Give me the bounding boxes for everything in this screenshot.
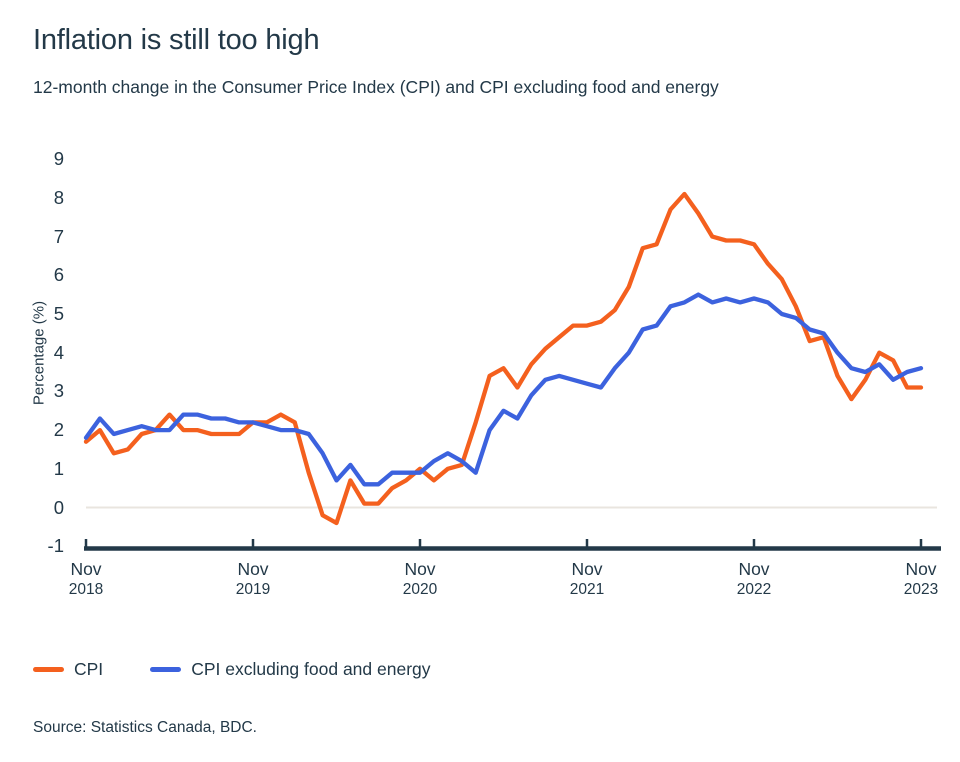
y-axis-tick-label: 1 xyxy=(53,457,64,479)
x-axis-tick-label: Nov 2019 xyxy=(211,558,295,599)
y-axis-tick-label: 7 xyxy=(53,225,64,247)
x-axis-tick-label: Nov 2023 xyxy=(879,558,960,599)
y-axis-tick-label: 2 xyxy=(53,419,64,441)
x-tick-year: 2022 xyxy=(736,581,772,598)
x-tick-year: 2023 xyxy=(903,581,939,598)
y-axis-tick-label: -1 xyxy=(47,535,64,557)
legend-label: CPI excluding food and energy xyxy=(191,659,431,679)
x-tick-month: Nov xyxy=(571,559,603,579)
y-axis-tick-label: 9 xyxy=(53,148,64,170)
x-axis-tick-label: Nov 2021 xyxy=(545,558,629,599)
x-tick-year: 2020 xyxy=(402,581,438,598)
y-axis-tick-label: 3 xyxy=(53,380,64,402)
x-axis-tick-label: Nov 2018 xyxy=(44,558,128,599)
x-tick-year: 2018 xyxy=(68,581,104,598)
x-tick-year: 2019 xyxy=(235,581,271,598)
core-cpi-line xyxy=(83,292,924,487)
legend: CPI CPI excluding food and energy xyxy=(33,659,431,680)
legend-item: CPI xyxy=(33,659,103,680)
legend-swatch xyxy=(150,666,182,673)
x-tick-month: Nov xyxy=(905,559,937,579)
x-tick-month: Nov xyxy=(738,559,770,579)
legend-swatch xyxy=(33,666,64,673)
legend-item: CPI excluding food and energy xyxy=(150,659,431,680)
y-axis-tick-label: 8 xyxy=(53,186,64,208)
y-axis-tick-label: 4 xyxy=(53,341,64,363)
x-axis-tick-label: Nov 2022 xyxy=(712,558,796,599)
legend-label: CPI xyxy=(74,659,104,679)
x-tick-month: Nov xyxy=(70,559,102,579)
y-axis-tick-label: 6 xyxy=(53,264,64,286)
x-tick-month: Nov xyxy=(404,559,436,579)
chart-subtitle: 12-month change in the Consumer Price In… xyxy=(33,77,719,97)
x-tick-year: 2021 xyxy=(569,581,605,598)
y-axis-tick-label: 5 xyxy=(53,303,64,324)
x-tick-month: Nov xyxy=(237,559,269,579)
chart-title: Inflation is still too high xyxy=(33,24,320,56)
x-axis-tick-label: Nov 2020 xyxy=(378,558,462,599)
source-note: Source: Statistics Canada, BDC. xyxy=(33,719,257,736)
y-axis-tick-label: 0 xyxy=(53,496,64,518)
cpi-line xyxy=(83,191,924,526)
